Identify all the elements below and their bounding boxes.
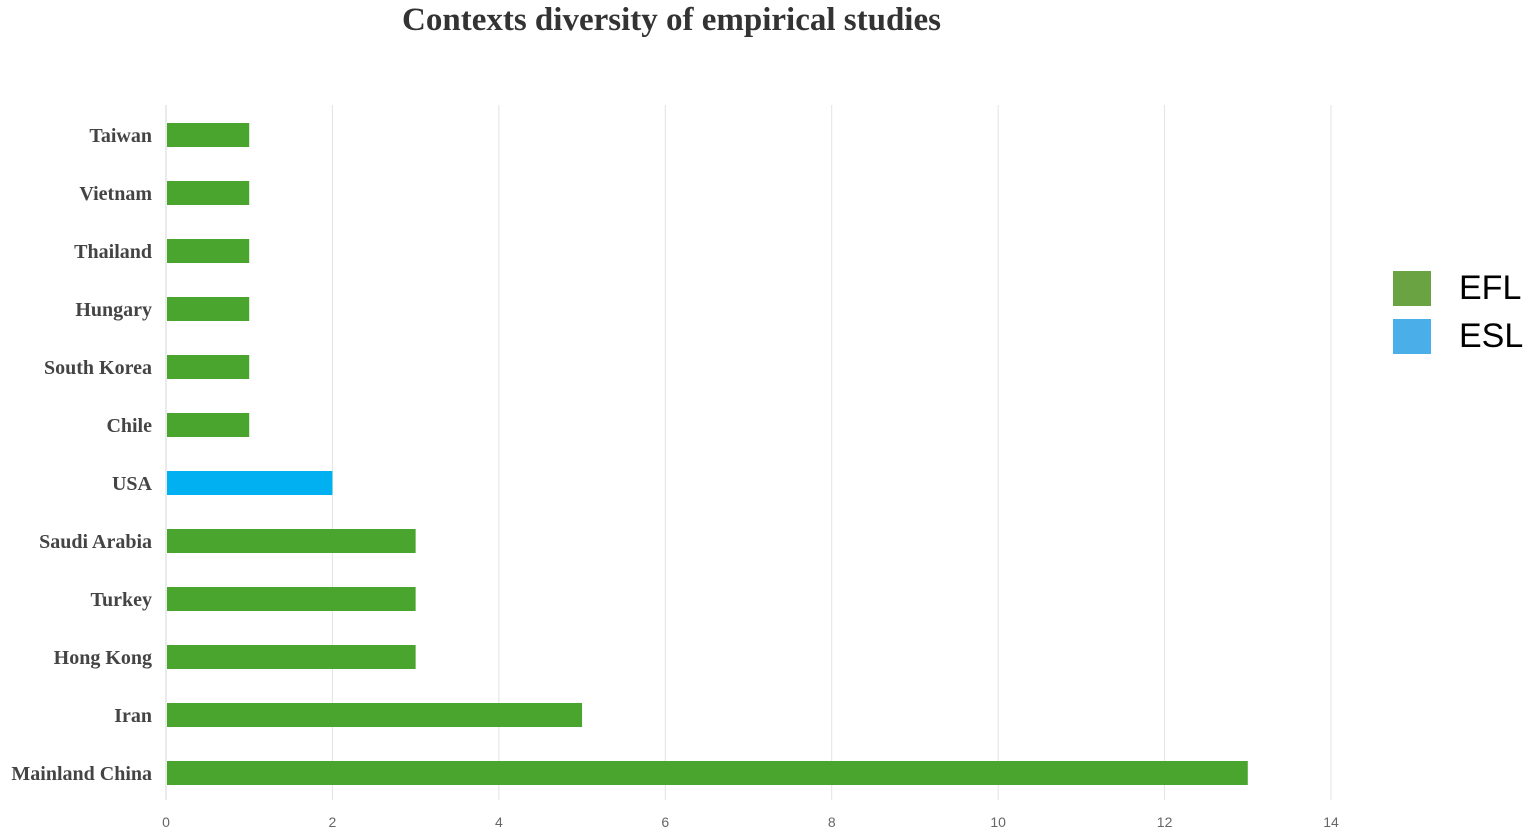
legend-label-esl: ESL: [1459, 317, 1524, 355]
bar-saudi-arabia: [167, 529, 416, 553]
category-label: USA: [112, 473, 153, 495]
x-tick-label: 14: [1323, 814, 1339, 830]
category-label: Iran: [114, 705, 152, 727]
bar-hungary: [167, 297, 250, 321]
bar-thailand: [167, 239, 250, 263]
x-tick-label: 12: [1157, 814, 1173, 830]
bar-hong-kong: [167, 645, 416, 669]
x-tick-label: 6: [661, 814, 669, 830]
category-label: Turkey: [90, 589, 152, 611]
category-label: Vietnam: [79, 183, 152, 205]
legend-swatch-esl: [1393, 318, 1431, 354]
legend-swatch-efl: [1393, 270, 1431, 306]
category-label: Thailand: [74, 241, 152, 263]
x-tick-label: 10: [990, 814, 1006, 830]
legend-item-esl: ESL: [1393, 318, 1523, 354]
category-label: South Korea: [44, 357, 152, 379]
x-tick-label: 0: [162, 814, 170, 830]
x-tick-label: 8: [828, 814, 836, 830]
bar-chile: [167, 413, 250, 437]
grid-lines: [165, 105, 1332, 800]
category-label: Chile: [106, 415, 152, 437]
category-label: Saudi Arabia: [39, 531, 152, 553]
x-axis-ticks: 0 2 4 6 8 10 12 14: [162, 814, 1339, 830]
legend-item-efl: EFL: [1393, 270, 1523, 306]
bar-iran: [167, 703, 583, 727]
bar-vietnam: [167, 181, 250, 205]
category-label: Mainland China: [11, 763, 152, 785]
bar-taiwan: [167, 123, 250, 147]
category-label: Taiwan: [89, 125, 152, 147]
x-tick-label: 2: [329, 814, 337, 830]
legend-label-efl: EFL: [1459, 269, 1522, 307]
bar-south-korea: [167, 355, 250, 379]
chart-title: Contexts diversity of empirical studies: [402, 2, 941, 38]
x-tick-label: 4: [495, 814, 503, 830]
bar-turkey: [167, 587, 416, 611]
category-label: Hungary: [75, 299, 152, 321]
bar-mainland-china: [167, 761, 1248, 785]
legend: EFL ESL: [1393, 270, 1523, 366]
bar-usa: [167, 471, 333, 495]
bars: [167, 123, 1248, 785]
category-label: Hong Kong: [54, 647, 152, 669]
category-labels: Taiwan Vietnam Thailand Hungary South Korea C…: [11, 125, 152, 785]
